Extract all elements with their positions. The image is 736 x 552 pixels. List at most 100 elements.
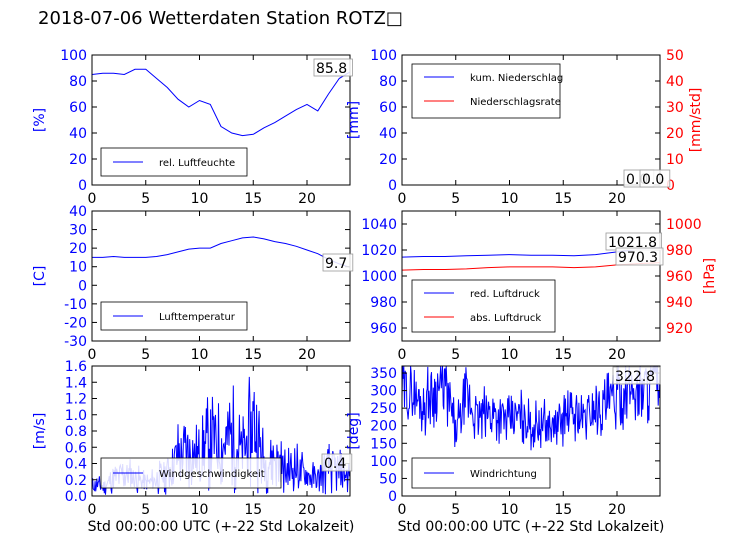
y-tick-label: 1.4 xyxy=(65,375,87,391)
x-tick-label: 15 xyxy=(554,347,572,363)
x-tick-label: 20 xyxy=(298,191,316,207)
y-tick-label: 0.6 xyxy=(65,440,87,456)
y-tick-label: 1.6 xyxy=(65,359,87,375)
y-tick-label: 350 xyxy=(370,366,397,382)
x-tick-label: 0 xyxy=(398,502,407,518)
y-tick-label: 0.8 xyxy=(65,424,87,440)
plot-frame xyxy=(91,210,351,342)
y-right-tick-label: 920 xyxy=(666,321,693,337)
value-label-box xyxy=(313,58,353,77)
legend-label: Windrichtung xyxy=(470,469,537,480)
y-axis-label: [C] xyxy=(32,266,48,287)
y-right-tick-label: 960 xyxy=(666,269,693,285)
y-tick-label: 0 xyxy=(388,178,397,194)
x-tick-label: 0 xyxy=(88,191,97,207)
x-tick-label: 0 xyxy=(398,191,407,207)
y-right-tick-label: 40 xyxy=(666,74,684,90)
x-tick-label: 15 xyxy=(244,191,262,207)
value-label-box xyxy=(322,253,354,272)
y-axis-label: [m/s] xyxy=(32,413,48,450)
y-tick-label: 100 xyxy=(60,48,87,64)
x-tick-label: 5 xyxy=(451,347,460,363)
x-tick-label: 0 xyxy=(398,347,407,363)
x-tick-label: 20 xyxy=(608,502,626,518)
y-tick-label: 0 xyxy=(388,489,397,505)
y-tick-label: 0.4 xyxy=(65,457,87,473)
panel-pressure: 0 5 10 15 20 960 980 1000 1020 1040 920 940 960 980 10… xyxy=(361,210,718,363)
legend-box xyxy=(411,63,561,119)
value-label-box xyxy=(612,366,661,385)
y-tick-label: 60 xyxy=(69,100,87,116)
figure-title: 2018-07-06 Wetterdaten Station ROTZ□ xyxy=(38,8,403,29)
y-tick-label: 1.0 xyxy=(65,408,87,424)
y-tick-label: 150 xyxy=(370,436,397,452)
y-right-tick-label: 940 xyxy=(666,295,693,311)
x-axis-label-right: Std 00:00:00 UTC (+-22 Std Lokalzeit) xyxy=(398,519,665,535)
y-tick-label: -10 xyxy=(64,297,87,313)
series-line-humidity-0 xyxy=(91,68,351,137)
y-tick-label: 40 xyxy=(69,204,87,220)
legend-label: abs. Luftdruck xyxy=(470,313,541,324)
x-tick-label: 5 xyxy=(141,347,150,363)
x-tick-label: 5 xyxy=(141,502,150,518)
y-tick-label: 20 xyxy=(379,152,397,168)
x-tick-label: 20 xyxy=(298,347,316,363)
value-label-box xyxy=(615,247,664,266)
x-tick-label: 10 xyxy=(501,191,519,207)
x-axis-label-left: Std 00:00:00 UTC (+-22 Std Lokalzeit) xyxy=(88,519,355,535)
y-right-tick-label: 50 xyxy=(666,48,684,64)
y-axis-label: [deg] xyxy=(346,412,362,449)
legend: Windrichtung xyxy=(411,457,551,489)
y-axis-label-right: [mm/std] xyxy=(688,88,704,153)
value-label-box xyxy=(639,169,671,188)
value-label: 85.8 xyxy=(316,61,347,77)
y-axis-label: [mm] xyxy=(346,101,362,139)
y-tick-label: 200 xyxy=(370,419,397,435)
y-tick-label: 0.2 xyxy=(65,473,87,489)
y-tick-label: 40 xyxy=(69,126,87,142)
x-tick-label: 0 xyxy=(88,502,97,518)
y-tick-label: 1000 xyxy=(361,269,397,285)
y-tick-label: 980 xyxy=(370,295,397,311)
legend-label: kum. Niederschlag xyxy=(470,73,563,84)
y-tick-label: 1020 xyxy=(361,243,397,259)
value-label-box xyxy=(321,453,353,472)
y-tick-label: 20 xyxy=(69,152,87,168)
y-tick-label: 80 xyxy=(69,74,87,90)
y-tick-label: 960 xyxy=(370,321,397,337)
y-right-tick-label: 20 xyxy=(666,126,684,142)
x-tick-label: 10 xyxy=(191,191,209,207)
panel-windspeed: 0 5 10 15 200.00.20.40.60.81.01.21.41.6[m/s]… xyxy=(32,359,353,518)
x-tick-label: 15 xyxy=(244,347,262,363)
panel-winddirection: 0 5 10 15 20050100150200250300350[deg]Windri… xyxy=(346,365,661,518)
y-tick-label: 0 xyxy=(78,178,87,194)
y-right-tick-label: 30 xyxy=(666,100,684,116)
legend: rel. Luftfeuchte xyxy=(100,147,248,177)
plot-frame xyxy=(401,365,661,497)
y-tick-label: 80 xyxy=(379,74,397,90)
x-tick-label: 20 xyxy=(608,191,626,207)
y-tick-label: -30 xyxy=(64,334,87,350)
legend-label: Niederschlagsrate xyxy=(470,97,561,108)
y-axis-label: [%] xyxy=(32,108,48,132)
x-tick-label: 15 xyxy=(244,502,262,518)
legend: red. Luftdruck abs. Luftdruck xyxy=(411,279,556,333)
legend-label: Lufttemperatur xyxy=(159,312,236,323)
y-right-tick-label: 10 xyxy=(666,152,684,168)
y-tick-label: 40 xyxy=(379,126,397,142)
y-tick-label: 10 xyxy=(69,260,87,276)
value-label: 0.0 xyxy=(642,172,664,188)
y-tick-label: 0 xyxy=(78,278,87,294)
legend-box xyxy=(411,279,556,333)
value-label: 970.3 xyxy=(618,250,658,266)
y-right-tick-label: 0 xyxy=(666,178,675,194)
x-tick-label: 15 xyxy=(554,502,572,518)
plot-frame xyxy=(401,54,661,186)
x-tick-label: 5 xyxy=(451,502,460,518)
y-tick-label: 20 xyxy=(69,241,87,257)
panel-humidity: 0 5 10 15 20 0 20 40 60 80 100 [%] rel. Luftfeuchte 8… xyxy=(32,48,353,207)
panel-temperature: 0 5 10 15 20 -30 -20 -10 0 10 20 30 40 [C] Lufttempera… xyxy=(32,204,354,363)
x-tick-label: 10 xyxy=(501,502,519,518)
value-label: 9.7 xyxy=(325,256,347,272)
